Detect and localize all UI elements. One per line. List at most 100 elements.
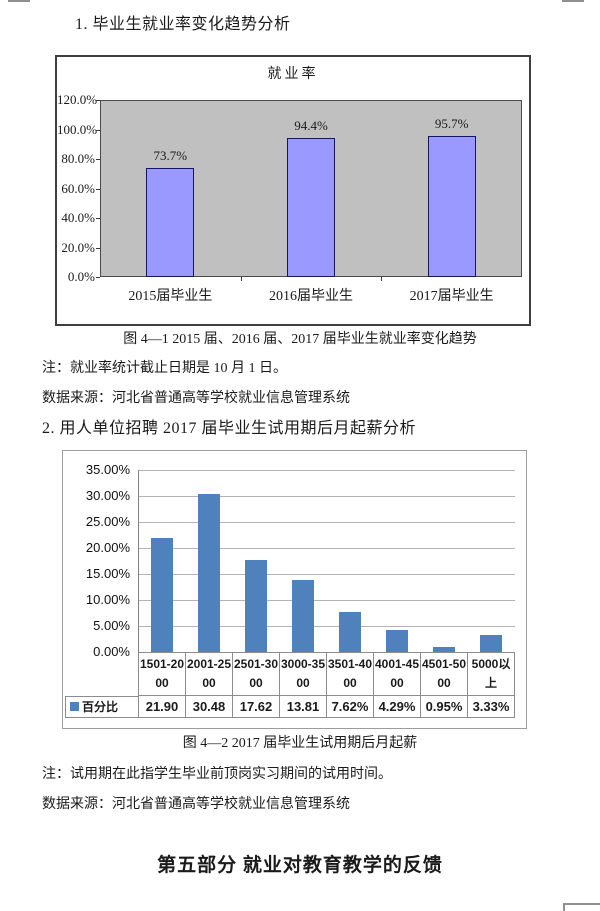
chart1-data-label: 73.7% [153,148,188,163]
chart1-bar-slot: 73.7% [100,100,241,277]
chart2-y-tick-label: 0.00% [93,644,130,659]
chart2-bar [386,630,409,652]
chart1-y-tick-mark [96,100,100,101]
chart2-bar-slot [468,470,515,652]
section1-title: 1. 毕业生就业率变化趋势分析 [75,16,291,33]
section2-title: 2. 用人单位招聘 2017 届毕业生试用期后月起薪分析 [42,420,417,437]
chart1-bar-slot: 95.7% [381,100,522,277]
chart2-bar-slot [185,470,232,652]
chart1-y-tick-label: 20.0% [61,239,95,255]
chart2-y-tick-label: 15.00% [85,566,130,581]
chart2-category-cell: 4001-4500 [374,652,421,696]
chart2-bar [291,580,314,652]
chart2-gridline [138,600,515,601]
crop-mark-bottom-right-h [563,903,600,905]
chart1-y-tick-label: 40.0% [61,210,95,225]
chart1-bar [427,136,476,277]
chart2-gridline [138,574,515,575]
chart1-bars: 73.7% 94.4% 95.7% [100,100,522,277]
chart1-x-tick-mark [381,277,383,281]
chart2-bar-slot [279,470,326,652]
chart2-value-cell: 3.33% [468,696,515,718]
chart1-bar [287,138,335,277]
chart1-caption: 图 4—1 2015 届、2016 届、2017 届毕业生就业率变化趋势 [123,332,477,347]
chart1-title: 就业率 [267,67,319,82]
chart2-gridline [138,548,515,549]
chart2-y-tick-label: 10.00% [85,592,130,607]
chart2-category-cell: 2001-2500 [186,652,233,696]
chart2-value-row: 21.90 30.48 17.62 13.81 7.62% 4.29% 0.95% 3.33% [138,696,515,718]
chart2-value-cell: 13.81 [280,696,327,718]
chart1-bar-slot: 94.4% [241,100,382,277]
chart2-category-cell: 1501-2000 [138,652,186,696]
chart1-x-tick-label: 2016届毕业生 [269,289,353,304]
chart2-category-cell: 2501-3000 [233,652,280,696]
crop-mark-bottom-right-v [563,903,565,911]
chart2-category-cell: 3000-3500 [280,652,327,696]
chart2-gridline [138,496,515,497]
chart2-bar [339,612,362,652]
employment-rate-chart: 就业率 120.0% 100.0% 80.0% 60.0% 40.0% 20.0% 0.0%… [55,55,531,326]
chart1-note: 注：就业率统计截止日期是 10 月 1 日。 [42,361,287,376]
part5-heading: 第五部分 就业对教育教学的反馈 [157,855,443,876]
chart2-bar-slot [374,470,421,652]
chart1-x-tick-mark [240,277,242,281]
chart1-y-tick-mark [96,129,100,131]
chart2-bar-slot [421,470,468,652]
starting-salary-chart: 35.00% 30.00% 25.00% 20.00% 15.00% 10.00% 5.00… [62,450,527,729]
chart2-bar [197,494,220,652]
chart1-data-label: 95.7% [434,116,469,131]
chart1-y-tick-label: 60.0% [61,180,95,196]
chart2-category-cell: 5000以上 [468,652,515,696]
chart2-value-cell: 4.29% [374,696,421,718]
legend-color-swatch-icon [70,702,79,711]
chart2-value-cell: 0.95% [421,696,468,718]
chart2-bar-slot [327,470,374,652]
chart1-y-tick-label: 0.0% [67,269,95,284]
chart1-y-tick-mark [96,159,100,160]
chart2-caption: 图 4—2 2017 届毕业生试用期后月起薪 [182,736,418,751]
chart2-bars [138,470,515,652]
chart1-y-tick-mark [96,277,100,278]
chart2-category-row: 1501-2000 2001-2500 2501-3000 3000-3500 3501… [138,652,515,696]
crop-mark-top-left [8,0,30,2]
crop-mark-top-right [562,0,584,2]
chart2-y-tick-label: 25.00% [85,514,130,529]
chart1-x-axis: 2015届毕业生 2016届毕业生 2017届毕业生 [100,285,522,305]
chart2-bar-slot [232,470,279,652]
chart1-y-tick-label: 80.0% [61,151,95,166]
chart2-bar [244,560,267,652]
chart1-data-source: 数据来源：河北省普通高等学校就业信息管理系统 [42,391,350,406]
chart2-y-tick-label: 30.00% [85,488,130,503]
chart2-gridline [138,522,515,523]
chart1-x-tick-label: 2017届毕业生 [409,289,494,304]
chart1-y-tick-mark [96,247,100,249]
chart2-y-tick-label: 35.00% [85,462,130,477]
chart2-category-cell: 3501-4000 [327,652,374,696]
chart1-y-tick-label: 100.0% [57,121,98,137]
chart2-gridline [138,626,515,627]
chart1-y-tick-mark [96,188,100,190]
chart2-bar [433,647,456,652]
chart2-bar-slot [138,470,185,652]
chart2-value-cell: 7.62% [327,696,374,718]
chart2-value-cell: 30.48 [186,696,233,718]
chart2-value-cell: 17.62 [233,696,280,718]
chart2-gridline [138,470,515,471]
chart1-data-label: 94.4% [294,118,328,133]
chart2-category-cell: 4501-5000 [421,652,468,696]
chart2-y-tick-label: 20.00% [85,540,130,555]
chart2-bar [150,538,173,652]
chart1-y-tick-label: 120.0% [57,92,98,107]
chart1-y-tick-mark [96,218,100,219]
chart2-y-axis-line [138,470,139,652]
chart2-value-cell: 21.90 [138,696,186,718]
chart2-data-source: 数据来源：河北省普通高等学校就业信息管理系统 [42,797,350,812]
chart2-note: 注：试用期在此指学生毕业前顶岗实习期间的试用时间。 [42,767,392,782]
chart1-x-tick-label: 2015届毕业生 [128,289,213,304]
chart2-legend-cell: 百分比 [65,696,139,718]
legend-series-name: 百分比 [82,700,119,714]
chart1-bar [146,168,195,277]
chart2-y-tick-label: 5.00% [93,618,130,633]
